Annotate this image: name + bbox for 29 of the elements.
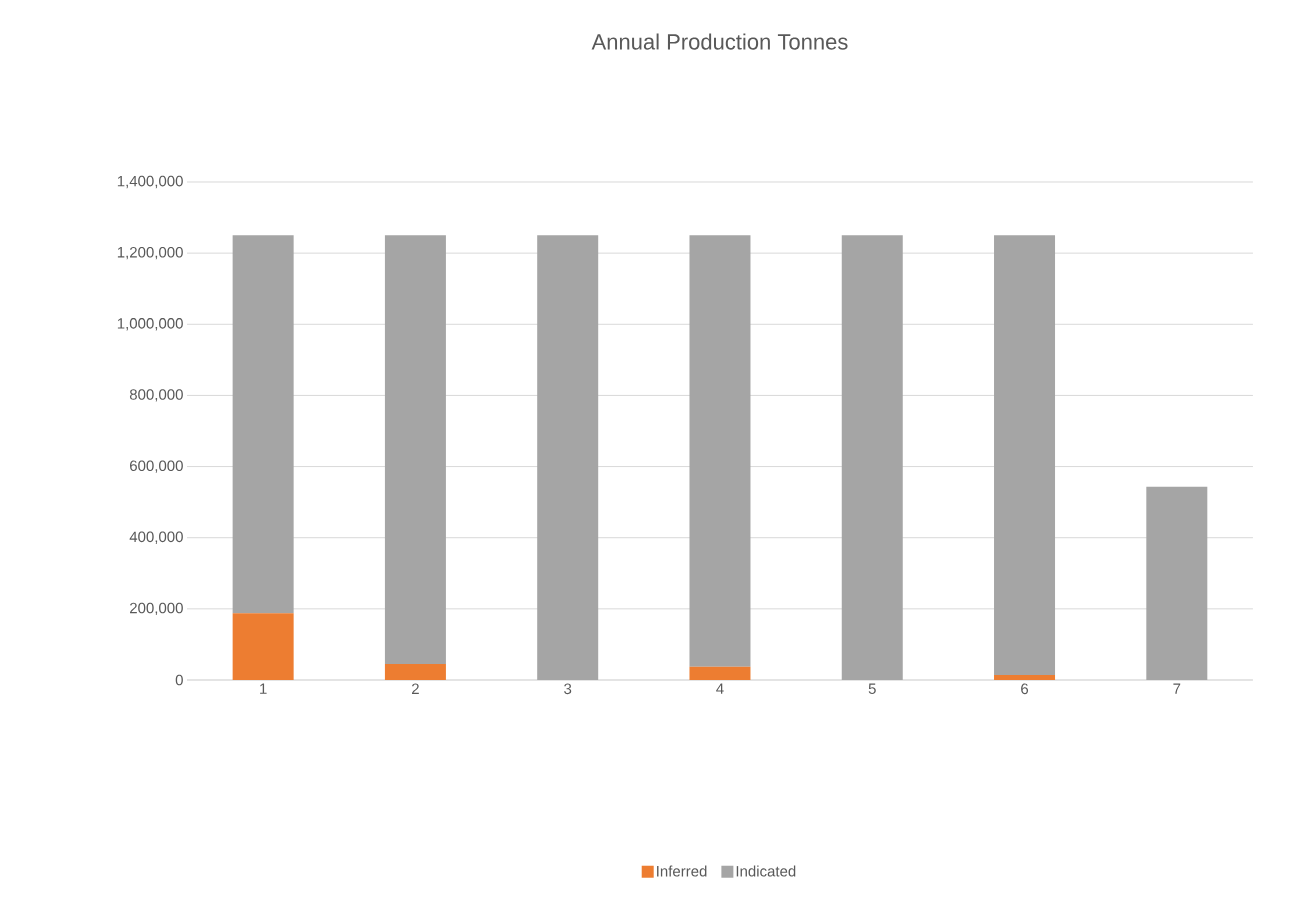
y-tick-label: 200,000: [130, 602, 183, 616]
x-tick-label: 7: [1173, 683, 1181, 694]
bar: [384, 235, 446, 664]
bar: [537, 235, 599, 680]
bar: [384, 663, 446, 680]
bar: [689, 235, 751, 667]
bar: [994, 235, 1056, 676]
y-tick-label: 1,400,000: [117, 175, 183, 189]
x-tick-label: 1: [260, 683, 267, 694]
y-tick-label: 0: [175, 674, 183, 686]
x-tick-label: 2: [412, 683, 419, 694]
bar: [689, 666, 751, 680]
y-tick-label: 1,000,000: [117, 318, 183, 331]
y-tick-label: 600,000: [130, 460, 183, 473]
y-tick-label: 400,000: [129, 531, 183, 544]
bar: [232, 235, 294, 614]
y-tick-label: 1,200,000: [117, 246, 183, 260]
chart-title: Annual Production Tonnes: [591, 33, 848, 50]
x-tick-label: 4: [716, 683, 724, 694]
legend-label: Indicated: [736, 865, 796, 877]
x-tick-label: 5: [868, 683, 876, 694]
bar: [1146, 486, 1208, 680]
y-tick-label: 800,000: [129, 389, 183, 402]
legend-label: Inferred: [657, 865, 707, 877]
bar: [232, 613, 294, 680]
x-tick-label: 3: [564, 683, 572, 695]
x-tick-label: 6: [1021, 683, 1029, 695]
bar: [994, 675, 1056, 680]
bar: [841, 235, 903, 680]
